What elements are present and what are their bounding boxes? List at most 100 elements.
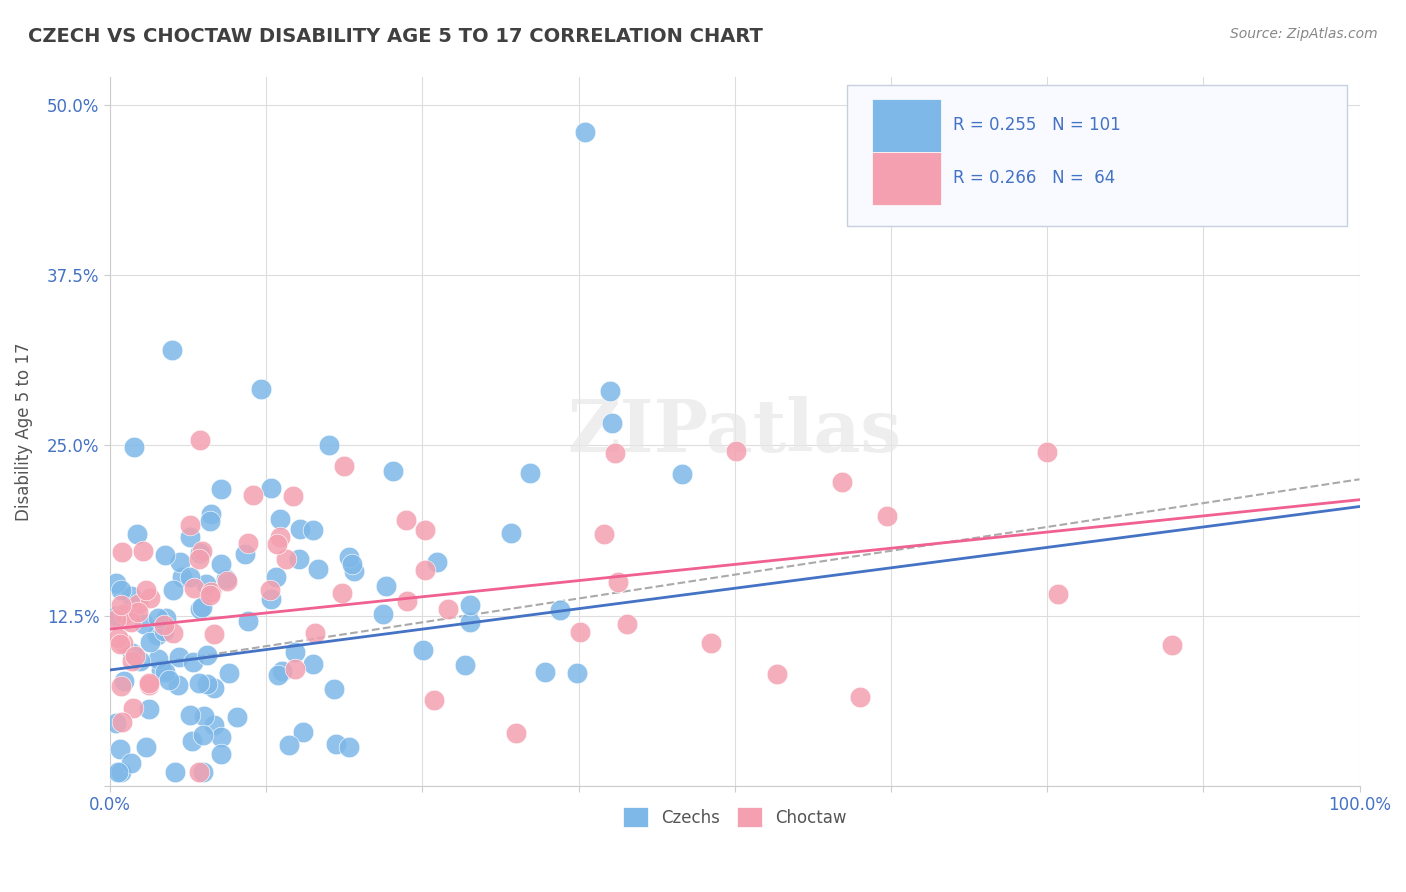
- FancyBboxPatch shape: [872, 99, 941, 152]
- Point: [188, 546, 211, 560]
- Point: [112, 607, 135, 622]
- Point: [157, 673, 180, 688]
- Point: [209, 482, 232, 496]
- Point: [198, 514, 221, 528]
- Point: [155, 665, 177, 679]
- Point: [375, 579, 398, 593]
- Point: [191, 544, 214, 558]
- Point: [1161, 638, 1184, 652]
- Point: [193, 708, 215, 723]
- Point: [269, 512, 291, 526]
- Legend: Czechs, Choctaw: Czechs, Choctaw: [616, 800, 853, 834]
- FancyBboxPatch shape: [872, 152, 941, 205]
- Point: [188, 765, 211, 780]
- Point: [574, 125, 596, 139]
- Point: [284, 645, 307, 659]
- Point: [179, 531, 201, 545]
- Point: [215, 573, 238, 587]
- Text: R = 0.266   N =  64: R = 0.266 N = 64: [953, 169, 1115, 187]
- Point: [260, 592, 283, 607]
- Point: [343, 565, 366, 579]
- Point: [179, 517, 201, 532]
- Point: [108, 741, 131, 756]
- Point: [125, 527, 148, 541]
- Point: [599, 384, 621, 398]
- Point: [195, 677, 218, 691]
- Point: [831, 475, 853, 489]
- Point: [501, 526, 523, 541]
- Point: [671, 467, 693, 482]
- Point: [107, 765, 129, 780]
- Point: [148, 651, 170, 665]
- Point: [505, 726, 527, 740]
- Point: [264, 570, 287, 584]
- Point: [188, 676, 211, 690]
- Point: [337, 550, 360, 565]
- Point: [284, 662, 307, 676]
- Point: [412, 642, 434, 657]
- Point: [548, 603, 571, 617]
- Point: [395, 594, 418, 608]
- Point: [153, 618, 176, 632]
- Point: [170, 569, 193, 583]
- Point: [122, 440, 145, 454]
- Text: Source: ZipAtlas.com: Source: ZipAtlas.com: [1230, 27, 1378, 41]
- Point: [124, 649, 146, 664]
- Point: [519, 467, 541, 481]
- Point: [603, 446, 626, 460]
- Point: [127, 605, 149, 619]
- Point: [266, 537, 288, 551]
- Point: [200, 584, 222, 599]
- Point: [330, 586, 353, 600]
- Point: [283, 489, 305, 503]
- Point: [181, 734, 204, 748]
- Point: [105, 576, 128, 591]
- Point: [162, 582, 184, 597]
- Point: [209, 730, 232, 744]
- Point: [107, 631, 129, 645]
- Point: [233, 547, 256, 561]
- Point: [155, 611, 177, 625]
- Point: [162, 626, 184, 640]
- Point: [423, 693, 446, 707]
- Point: [138, 702, 160, 716]
- Point: [534, 665, 557, 679]
- Point: [152, 624, 174, 638]
- Point: [108, 637, 131, 651]
- Point: [259, 582, 281, 597]
- Point: [135, 739, 157, 754]
- Point: [121, 615, 143, 630]
- Point: [426, 555, 449, 569]
- Point: [111, 714, 134, 729]
- Point: [242, 488, 264, 502]
- Point: [167, 678, 190, 692]
- Point: [606, 574, 628, 589]
- Point: [413, 523, 436, 537]
- Point: [304, 625, 326, 640]
- Point: [128, 654, 150, 668]
- Point: [249, 382, 271, 396]
- Point: [111, 544, 134, 558]
- Point: [202, 627, 225, 641]
- Point: [149, 663, 172, 677]
- Point: [322, 681, 344, 696]
- Point: [307, 562, 329, 576]
- Point: [200, 508, 222, 522]
- Point: [188, 433, 211, 447]
- Text: CZECH VS CHOCTAW DISABILITY AGE 5 TO 17 CORRELATION CHART: CZECH VS CHOCTAW DISABILITY AGE 5 TO 17 …: [28, 27, 763, 45]
- Point: [332, 459, 354, 474]
- Point: [593, 526, 616, 541]
- Text: ZIPatlas: ZIPatlas: [568, 396, 901, 467]
- Point: [105, 612, 128, 626]
- Point: [288, 552, 311, 566]
- Point: [191, 765, 214, 780]
- Point: [194, 577, 217, 591]
- Point: [274, 552, 297, 566]
- Point: [191, 728, 214, 742]
- Point: [105, 716, 128, 731]
- Point: [269, 530, 291, 544]
- Point: [236, 535, 259, 549]
- Point: [301, 657, 323, 672]
- Point: [569, 624, 592, 639]
- Point: [1046, 587, 1069, 601]
